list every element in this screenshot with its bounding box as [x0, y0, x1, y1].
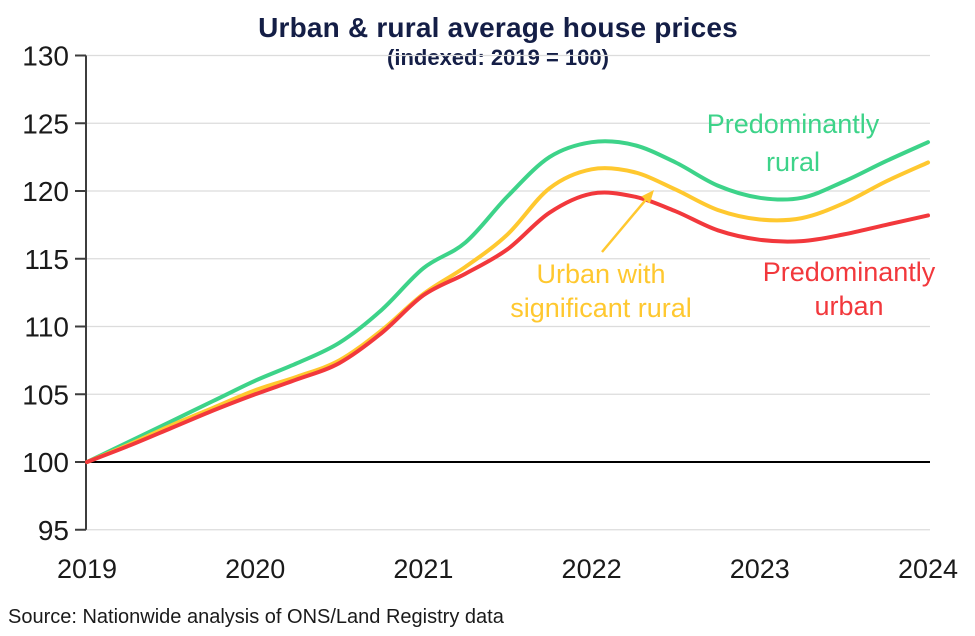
series-line-urban-with-significant-rural	[85, 160, 930, 464]
series-label-urban-with-significant-rural: significant rural	[510, 293, 692, 323]
y-tick-label: 120	[22, 176, 69, 207]
y-tick-label: 115	[24, 244, 69, 275]
y-tick-label: 95	[38, 515, 69, 546]
x-tick-label: 2023	[730, 554, 790, 584]
x-tick-label: 2019	[57, 554, 117, 584]
series-line-predominantly-rural	[85, 139, 930, 464]
series-label-predominantly-rural: Predominantly	[707, 109, 880, 139]
y-tick-label: 100	[22, 447, 69, 478]
annotation-arrow-shaft	[601, 196, 649, 253]
source-note: Source: Nationwide analysis of ONS/Land …	[8, 606, 504, 628]
y-tick-label: 125	[22, 108, 69, 139]
series-line-predominantly-urban	[85, 190, 930, 464]
series-label-predominantly-urban: Predominantly	[763, 257, 936, 287]
chart-subtitle: (indexed: 2019 = 100)	[387, 45, 609, 70]
series-label-predominantly-urban: urban	[814, 291, 883, 321]
annotation-arrow-head	[641, 190, 654, 204]
x-tick-label: 2022	[562, 554, 622, 584]
y-tick-label: 110	[24, 312, 69, 343]
series-label-urban-with-significant-rural: Urban with	[536, 259, 665, 289]
y-tick-label: 105	[22, 379, 69, 410]
x-tick-label: 2021	[393, 554, 453, 584]
series-label-predominantly-rural: rural	[766, 147, 820, 177]
chart-title: Urban & rural average house prices	[258, 12, 738, 43]
y-tick-label: 130	[22, 41, 69, 72]
x-tick-label: 2020	[225, 554, 285, 584]
x-tick-label: 2024	[898, 554, 958, 584]
